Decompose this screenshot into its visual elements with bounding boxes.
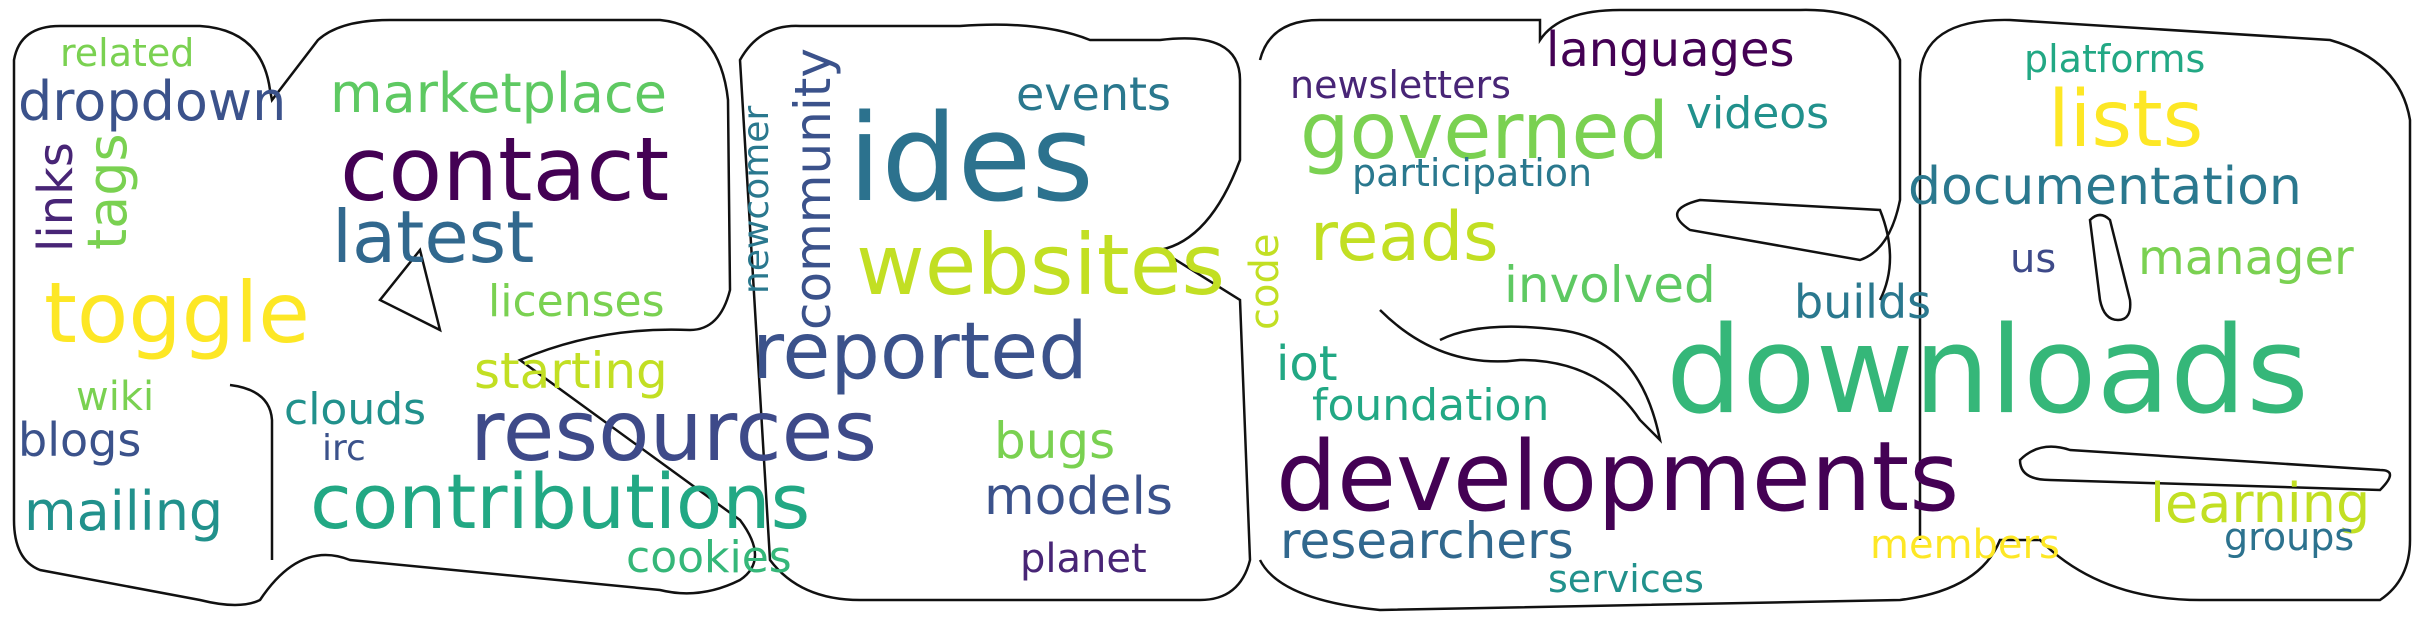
word-events: events: [1016, 67, 1171, 121]
word-related: related: [60, 31, 194, 75]
word-latest: latest: [332, 195, 534, 279]
word-links: links: [28, 142, 84, 252]
cloud-mask-outline: [12, 8, 2412, 612]
word-groups: groups: [2224, 515, 2354, 559]
word-us: us: [2010, 236, 2056, 282]
word-members: members: [1870, 522, 2060, 568]
word-manager: manager: [2138, 230, 2354, 286]
word-clouds: clouds: [284, 384, 426, 435]
word-involved: involved: [1504, 256, 1716, 314]
word-developments: developments: [1276, 421, 1959, 533]
word-platforms: platforms: [2024, 37, 2205, 81]
word-ides: ides: [848, 90, 1094, 229]
word-toggle: toggle: [44, 264, 310, 362]
word-videos: videos: [1686, 88, 1829, 139]
word-starting: starting: [474, 342, 668, 400]
word-downloads: downloads: [1666, 302, 2309, 441]
word-services: services: [1548, 557, 1704, 601]
word-lists: lists: [2048, 75, 2203, 165]
word-blogs: blogs: [18, 413, 141, 467]
word-mailing: mailing: [24, 480, 223, 543]
word-code: code: [1242, 234, 1288, 330]
word-dropdown: dropdown: [18, 70, 286, 133]
word-researchers: researchers: [1280, 512, 1574, 570]
word-builds: builds: [1794, 275, 1931, 329]
word-newcomer: newcomer: [736, 106, 777, 294]
word-irc: irc: [322, 428, 366, 469]
word-community: community: [784, 48, 842, 330]
word-foundation: foundation: [1312, 380, 1549, 431]
word-resources: resources: [470, 382, 877, 480]
word-languages: languages: [1546, 22, 1794, 78]
word-reads: reads: [1310, 198, 1499, 277]
word-websites: websites: [856, 216, 1225, 314]
word-marketplace: marketplace: [330, 62, 667, 125]
word-contributions: contributions: [310, 457, 810, 546]
word-learning: learning: [2150, 472, 2370, 535]
word-planet: planet: [1020, 536, 1147, 582]
word-tags: tags: [76, 133, 139, 250]
word-cookies: cookies: [626, 532, 792, 583]
word-participation: participation: [1352, 151, 1592, 195]
word-bugs: bugs: [994, 412, 1115, 470]
word-wiki: wiki: [76, 374, 154, 420]
word-governed: governed: [1300, 87, 1669, 177]
word-licenses: licenses: [488, 276, 665, 327]
word-reported: reported: [752, 307, 1088, 397]
word-models: models: [984, 467, 1173, 527]
word-newsletters: newsletters: [1290, 63, 1511, 107]
word-documentation: documentation: [1908, 157, 2302, 217]
word-iot: iot: [1276, 336, 1338, 392]
word-contact: contact: [340, 118, 669, 221]
